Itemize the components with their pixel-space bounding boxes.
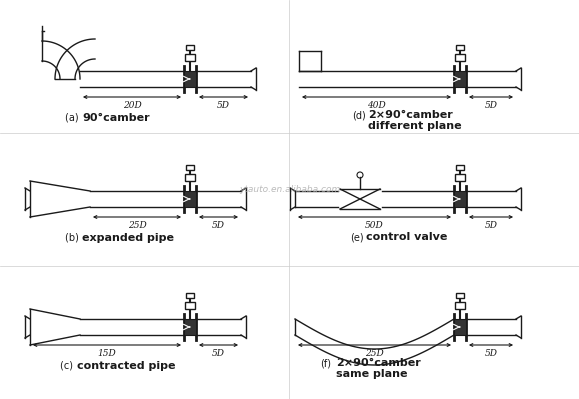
Bar <box>184 191 196 207</box>
Text: 25D: 25D <box>127 221 146 230</box>
Bar <box>184 71 196 87</box>
Text: (e): (e) <box>350 233 364 243</box>
Text: 2×90°camber: 2×90°camber <box>368 110 453 120</box>
Text: 50D: 50D <box>365 221 384 230</box>
Text: (b): (b) <box>65 233 85 243</box>
Bar <box>456 165 464 170</box>
Bar <box>185 174 195 181</box>
Text: 2×90°camber: 2×90°camber <box>336 358 421 368</box>
Bar <box>454 71 466 87</box>
Bar <box>455 174 465 181</box>
Bar <box>455 54 465 61</box>
Text: 25D: 25D <box>365 349 384 358</box>
Text: 5D: 5D <box>217 101 230 110</box>
Text: contracted pipe: contracted pipe <box>77 361 175 371</box>
Bar <box>454 191 466 207</box>
Text: 5D: 5D <box>485 221 497 230</box>
Text: 40D: 40D <box>367 101 386 110</box>
Text: same plane: same plane <box>336 369 408 379</box>
Text: expanded pipe: expanded pipe <box>82 233 174 243</box>
Text: (a): (a) <box>65 113 85 123</box>
Bar <box>184 319 196 335</box>
Text: 20D: 20D <box>123 101 141 110</box>
Text: 5D: 5D <box>212 221 225 230</box>
Bar <box>456 45 464 50</box>
Bar <box>455 302 465 309</box>
Bar <box>454 319 466 335</box>
Text: (c): (c) <box>60 361 79 371</box>
Bar <box>186 165 194 170</box>
Bar <box>186 45 194 50</box>
Text: different plane: different plane <box>368 121 461 131</box>
Text: 15D: 15D <box>98 349 116 358</box>
Text: control valve: control valve <box>366 232 448 242</box>
Text: ytauto.en.alibaba.com: ytauto.en.alibaba.com <box>239 184 340 194</box>
Bar <box>456 293 464 298</box>
Text: 5D: 5D <box>485 349 497 358</box>
Text: 90°camber: 90°camber <box>82 113 149 123</box>
Text: 5D: 5D <box>485 101 497 110</box>
Text: (f): (f) <box>320 359 331 369</box>
Text: (d): (d) <box>352 111 366 121</box>
Bar <box>185 54 195 61</box>
Bar <box>186 293 194 298</box>
Bar <box>185 302 195 309</box>
Text: 5D: 5D <box>212 349 225 358</box>
